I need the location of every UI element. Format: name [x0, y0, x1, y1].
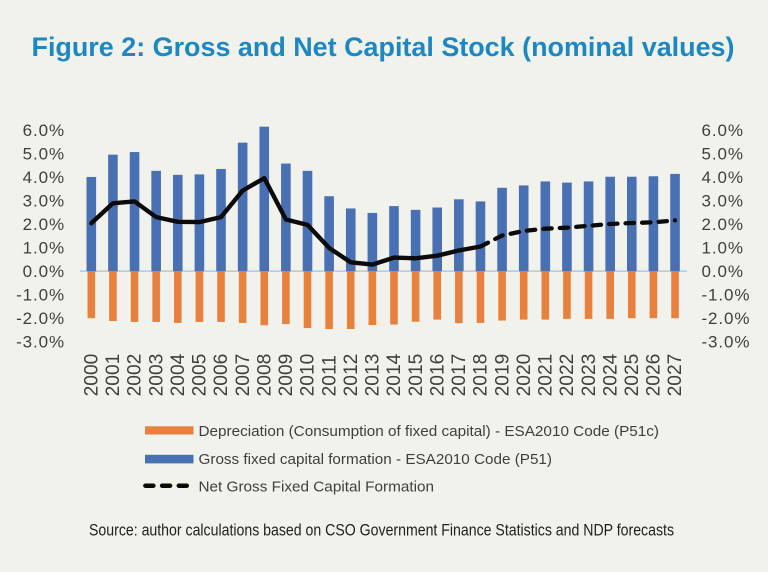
svg-text:2016: 2016 [427, 354, 448, 397]
svg-text:-2.0%: -2.0% [702, 309, 751, 328]
svg-text:3.0%: 3.0% [702, 192, 744, 211]
svg-text:2024: 2024 [600, 353, 621, 396]
svg-text:Figure 2: Gross and Net Capita: Figure 2: Gross and Net Capital Stock (n… [32, 32, 735, 62]
svg-text:2001: 2001 [103, 354, 124, 397]
svg-text:Net Gross Fixed Capital Format: Net Gross Fixed Capital Formation [199, 480, 435, 496]
svg-text:2006: 2006 [211, 354, 232, 397]
svg-text:-3.0%: -3.0% [702, 333, 751, 352]
svg-text:Gross fixed capital formation: Gross fixed capital formation - ESA2010 … [199, 452, 553, 468]
svg-text:2014: 2014 [384, 353, 405, 396]
svg-text:2002: 2002 [125, 354, 146, 397]
svg-text:2017: 2017 [449, 354, 470, 397]
svg-text:2011: 2011 [319, 355, 340, 396]
svg-text:2018: 2018 [471, 354, 492, 397]
svg-text:-3.0%: -3.0% [16, 333, 65, 352]
svg-text:2003: 2003 [146, 354, 167, 397]
svg-text:3.0%: 3.0% [23, 192, 65, 211]
svg-text:2025: 2025 [622, 354, 643, 397]
svg-text:2020: 2020 [514, 354, 535, 397]
svg-text:2.0%: 2.0% [702, 215, 744, 234]
svg-text:2000: 2000 [82, 354, 103, 397]
svg-text:2015: 2015 [406, 354, 427, 397]
svg-text:2027: 2027 [665, 354, 686, 397]
svg-text:6.0%: 6.0% [702, 121, 744, 140]
svg-text:2008: 2008 [254, 354, 275, 397]
svg-text:0.0%: 0.0% [702, 262, 744, 281]
svg-text:1.0%: 1.0% [23, 239, 65, 258]
svg-text:2004: 2004 [168, 353, 189, 396]
svg-text:6.0%: 6.0% [23, 121, 65, 140]
svg-text:2019: 2019 [492, 354, 513, 397]
svg-text:-2.0%: -2.0% [16, 309, 65, 328]
svg-text:0.0%: 0.0% [23, 262, 65, 281]
svg-text:-1.0%: -1.0% [702, 286, 751, 305]
svg-text:4.0%: 4.0% [702, 168, 744, 187]
svg-text:2.0%: 2.0% [23, 215, 65, 234]
svg-text:2007: 2007 [233, 354, 254, 397]
svg-text:4.0%: 4.0% [23, 168, 65, 187]
svg-text:2021: 2021 [536, 354, 557, 397]
svg-text:5.0%: 5.0% [23, 145, 65, 164]
svg-text:2009: 2009 [276, 354, 297, 397]
svg-text:-1.0%: -1.0% [16, 286, 65, 305]
svg-text:1.0%: 1.0% [702, 239, 744, 258]
svg-text:2023: 2023 [579, 354, 600, 397]
svg-text:Depreciation (Consumption of f: Depreciation (Consumption of fixed capit… [199, 424, 660, 440]
svg-text:2005: 2005 [190, 354, 211, 397]
svg-text:2012: 2012 [341, 354, 362, 397]
svg-text:2010: 2010 [298, 354, 319, 397]
svg-text:2013: 2013 [363, 354, 384, 397]
svg-text:2026: 2026 [644, 354, 665, 397]
svg-text:Source: author calculations ba: Source: author calculations based on CSO… [89, 522, 674, 540]
svg-text:5.0%: 5.0% [702, 145, 744, 164]
svg-text:2022: 2022 [557, 354, 578, 397]
